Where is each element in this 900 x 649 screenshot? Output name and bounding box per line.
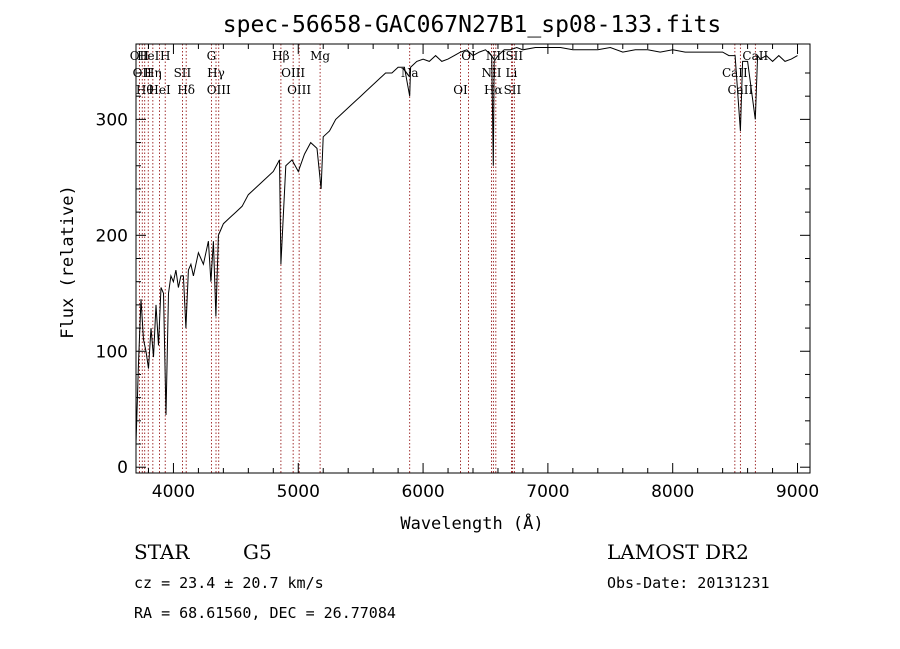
marker-label: SII xyxy=(174,66,192,80)
y-axis-label: Flux (relative) xyxy=(58,185,78,339)
marker-label: OII xyxy=(133,66,153,80)
marker-label: CaII xyxy=(742,49,768,63)
marker-label: Hη xyxy=(144,66,162,80)
marker-label: OIII xyxy=(281,66,305,80)
marker-label: OIII xyxy=(287,83,311,97)
chart-title: spec-56658-GAC067N27B1_sp08-133.fits xyxy=(223,12,722,38)
y-axis: 0 100 200 300 xyxy=(96,72,810,478)
marker-label: SII xyxy=(505,49,523,63)
x-tick-label: 5000 xyxy=(277,482,320,502)
marker-label: Hα xyxy=(484,83,503,97)
marker-label: H xyxy=(160,49,170,63)
y-tick-label: 200 xyxy=(96,226,128,246)
marker-label: OI xyxy=(461,49,476,63)
marker-label: Li xyxy=(506,66,518,80)
marker-label: Hβ xyxy=(272,49,289,63)
line-markers xyxy=(138,44,756,473)
marker-label: G xyxy=(207,49,217,63)
redshift-text: cz = 23.4 ± 20.7 km/s xyxy=(134,574,324,592)
y-tick-label: 0 xyxy=(117,458,128,478)
marker-label: Mg xyxy=(310,49,330,63)
marker-label: OIII xyxy=(207,83,231,97)
marker-label: HeI xyxy=(137,49,160,63)
coordinates: RA = 68.61560, DEC = 26.77084 xyxy=(134,604,396,622)
x-tick-label: 9000 xyxy=(776,482,819,502)
x-axis-label: Wavelength (Å) xyxy=(400,512,543,534)
marker-label: Hγ xyxy=(207,66,225,80)
survey-name: LAMOST DR2 xyxy=(607,540,749,564)
marker-label: OI xyxy=(453,83,468,97)
spectrum-line xyxy=(135,46,798,445)
x-tick-label: 7000 xyxy=(526,482,569,502)
marker-label: Hθ xyxy=(136,83,154,97)
marker-label: SII xyxy=(504,83,522,97)
x-tick-label: 4000 xyxy=(152,482,195,502)
object-subclass: G5 xyxy=(243,540,272,564)
marker-label: CaII xyxy=(727,83,753,97)
x-axis: 4000 5000 6000 7000 8000 9000 xyxy=(147,44,819,502)
x-tick-label: 8000 xyxy=(651,482,694,502)
plot-frame xyxy=(135,43,811,474)
obs-date: Obs-Date: 20131231 xyxy=(607,574,770,592)
marker-label: Na xyxy=(401,66,419,80)
object-class: STAR xyxy=(134,540,190,564)
marker-label: CaII xyxy=(722,66,748,80)
marker-label: HeI xyxy=(148,83,171,97)
y-tick-label: 100 xyxy=(96,342,128,362)
x-tick-label: 6000 xyxy=(401,482,444,502)
marker-label: Hδ xyxy=(177,83,195,97)
line-marker-labels: OIIOIIHθHeIHηHeIHSIIHδGHγOIIIHβOIIIOIIIM… xyxy=(130,49,769,97)
marker-label: OII xyxy=(130,49,150,63)
y-tick-label: 300 xyxy=(96,110,128,130)
